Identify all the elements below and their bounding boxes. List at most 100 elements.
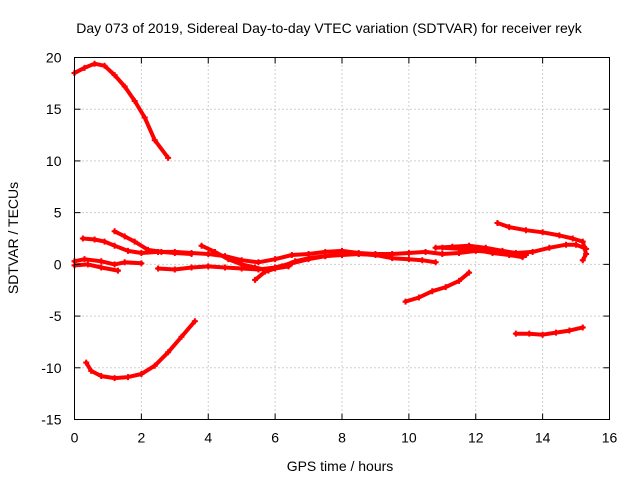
data-point bbox=[432, 259, 439, 266]
x-tick-label: 6 bbox=[271, 430, 279, 446]
data-point bbox=[272, 256, 279, 263]
data-point bbox=[111, 228, 118, 235]
data-point bbox=[198, 242, 205, 249]
data-point bbox=[456, 245, 463, 252]
data-point bbox=[506, 224, 513, 231]
data-point bbox=[98, 264, 105, 271]
x-tick-label: 14 bbox=[535, 430, 551, 446]
data-point bbox=[405, 249, 412, 256]
data-point bbox=[171, 266, 178, 273]
data-point bbox=[131, 97, 138, 104]
series-line bbox=[72, 262, 120, 273]
data-point bbox=[138, 249, 145, 256]
data-point bbox=[211, 248, 218, 255]
data-point bbox=[489, 249, 496, 256]
data-point bbox=[292, 258, 299, 265]
data-point bbox=[114, 267, 121, 274]
data-point bbox=[84, 261, 91, 268]
x-tick-label: 16 bbox=[602, 430, 618, 446]
data-point bbox=[466, 269, 473, 276]
data-point bbox=[121, 233, 128, 240]
grid bbox=[74, 57, 610, 420]
data-point bbox=[141, 114, 148, 121]
series-arc-14 bbox=[512, 324, 586, 338]
data-point bbox=[121, 83, 128, 90]
data-point bbox=[439, 251, 446, 258]
series-arc-2 bbox=[83, 318, 198, 382]
data-point bbox=[415, 294, 422, 301]
y-tick-label: 10 bbox=[46, 153, 62, 169]
data-point bbox=[188, 251, 195, 258]
series-line bbox=[513, 325, 585, 337]
data-point bbox=[252, 276, 259, 283]
data-point bbox=[111, 242, 118, 249]
data-point bbox=[98, 258, 105, 265]
data-point bbox=[372, 252, 379, 259]
data-point bbox=[546, 244, 553, 251]
y-tick-label: 0 bbox=[54, 256, 62, 272]
data-point bbox=[91, 236, 98, 243]
data-point bbox=[158, 248, 165, 255]
data-point bbox=[579, 324, 586, 331]
data-point bbox=[151, 362, 158, 369]
data-point bbox=[573, 241, 580, 248]
data-point bbox=[556, 232, 563, 239]
data-point bbox=[101, 62, 108, 69]
x-tick-label: 12 bbox=[468, 430, 484, 446]
data-point bbox=[519, 254, 526, 261]
data-point bbox=[472, 246, 479, 253]
data-point bbox=[81, 64, 88, 71]
data-point bbox=[526, 330, 533, 337]
series-group bbox=[71, 60, 590, 382]
data-point bbox=[188, 264, 195, 271]
data-point bbox=[583, 251, 590, 258]
data-point bbox=[151, 137, 158, 144]
data-point bbox=[402, 298, 409, 305]
chart-title: Day 073 of 2019, Sidereal Day-to-day VTE… bbox=[76, 20, 582, 36]
series-arc-8 bbox=[198, 242, 439, 274]
data-point bbox=[238, 261, 245, 268]
data-point bbox=[405, 256, 412, 263]
data-point bbox=[339, 252, 345, 259]
data-point bbox=[506, 252, 513, 259]
data-point bbox=[429, 288, 436, 295]
y-tick-label: -10 bbox=[41, 360, 61, 376]
data-point bbox=[155, 265, 162, 272]
data-point bbox=[255, 259, 262, 266]
data-point bbox=[422, 248, 429, 255]
series-line bbox=[84, 319, 197, 381]
data-point bbox=[88, 367, 95, 374]
data-point bbox=[432, 244, 439, 251]
y-tick-label: 20 bbox=[46, 50, 62, 66]
x-tick-label: 10 bbox=[401, 430, 417, 446]
data-point bbox=[178, 333, 185, 340]
series-arc-13 bbox=[439, 244, 526, 261]
data-point bbox=[563, 241, 570, 248]
data-point bbox=[539, 331, 546, 338]
data-point bbox=[121, 259, 128, 266]
data-point bbox=[138, 370, 145, 377]
data-point bbox=[205, 251, 212, 258]
y-tick-label: -5 bbox=[49, 308, 62, 324]
data-point bbox=[171, 249, 178, 256]
data-point bbox=[272, 265, 279, 272]
x-tick-label: 8 bbox=[338, 430, 346, 446]
data-point bbox=[288, 252, 295, 259]
series-line bbox=[253, 264, 291, 282]
data-point bbox=[442, 284, 449, 291]
x-axis-label: GPS time / hours bbox=[287, 458, 394, 474]
data-point bbox=[125, 374, 131, 381]
data-point bbox=[529, 248, 536, 255]
data-point bbox=[285, 263, 292, 270]
data-point bbox=[83, 359, 90, 366]
data-point bbox=[79, 235, 86, 242]
data-point bbox=[81, 256, 88, 263]
data-point bbox=[579, 257, 586, 264]
series-arc-9 bbox=[252, 263, 292, 283]
data-point bbox=[221, 264, 228, 271]
series-line bbox=[72, 61, 171, 160]
data-point bbox=[138, 260, 145, 267]
data-point bbox=[539, 229, 546, 236]
x-tick-label: 0 bbox=[71, 430, 79, 446]
